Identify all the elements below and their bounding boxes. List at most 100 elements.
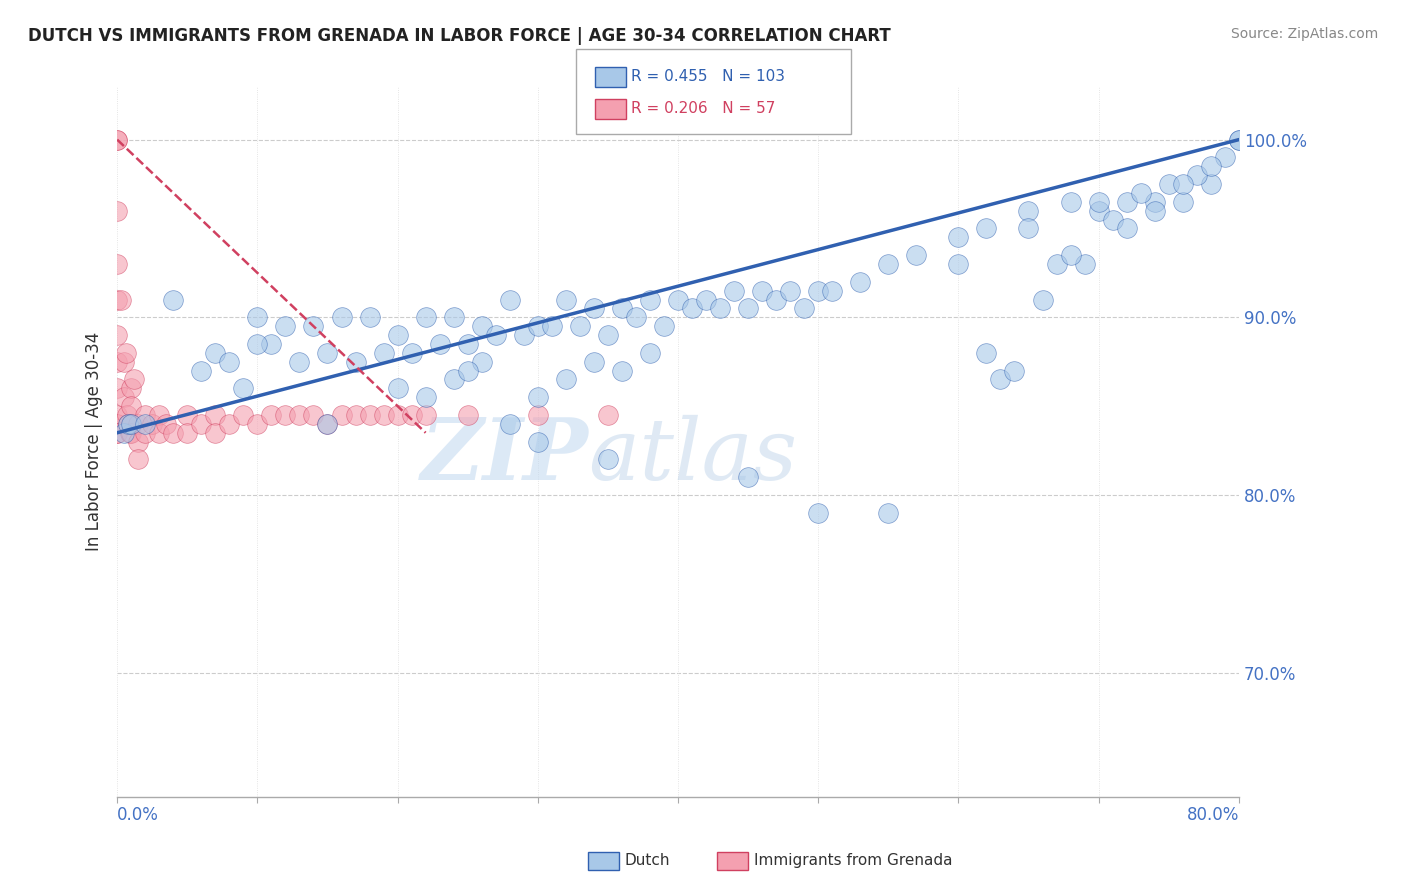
Point: [316, 417, 339, 431]
Point: [246, 417, 269, 431]
Point: [162, 425, 184, 440]
Point: [218, 354, 240, 368]
Point: [127, 417, 149, 431]
Y-axis label: In Labor Force | Age 30-34: In Labor Force | Age 30-34: [86, 332, 103, 551]
Point: [737, 301, 759, 316]
Point: [148, 408, 170, 422]
Point: [1059, 194, 1081, 209]
Point: [122, 372, 145, 386]
Point: [162, 293, 184, 307]
Text: Dutch: Dutch: [624, 854, 669, 868]
Point: [1129, 186, 1152, 200]
Point: [302, 408, 325, 422]
Point: [387, 328, 409, 343]
Point: [1227, 133, 1250, 147]
Point: [141, 417, 163, 431]
Point: [105, 417, 128, 431]
Point: [540, 319, 562, 334]
Point: [1185, 168, 1208, 182]
Point: [429, 337, 451, 351]
Point: [582, 301, 605, 316]
Point: [1059, 248, 1081, 262]
Point: [344, 408, 367, 422]
Point: [105, 408, 128, 422]
Point: [127, 434, 149, 449]
Point: [1171, 194, 1194, 209]
Point: [1143, 203, 1166, 218]
Point: [105, 328, 128, 343]
Point: [344, 354, 367, 368]
Point: [105, 354, 128, 368]
Point: [176, 408, 198, 422]
Point: [1004, 363, 1026, 377]
Point: [751, 284, 773, 298]
Point: [117, 417, 139, 431]
Text: R = 0.455   N = 103: R = 0.455 N = 103: [631, 70, 786, 84]
Point: [260, 408, 283, 422]
Point: [1045, 257, 1067, 271]
Point: [638, 293, 661, 307]
Point: [373, 408, 395, 422]
Point: [204, 408, 226, 422]
Point: [485, 328, 508, 343]
Point: [695, 293, 717, 307]
Point: [246, 310, 269, 325]
Point: [105, 203, 128, 218]
Point: [105, 425, 128, 440]
Point: [1157, 177, 1180, 191]
Point: [105, 133, 128, 147]
Point: [1199, 159, 1222, 173]
Point: [415, 408, 437, 422]
Point: [118, 425, 141, 440]
Point: [877, 257, 900, 271]
Point: [948, 257, 970, 271]
Point: [1017, 221, 1039, 235]
Point: [401, 408, 423, 422]
Point: [443, 372, 465, 386]
Point: [330, 408, 353, 422]
Point: [176, 425, 198, 440]
Text: 0.0%: 0.0%: [117, 805, 159, 824]
Point: [246, 337, 269, 351]
Point: [260, 337, 283, 351]
Point: [1199, 177, 1222, 191]
Point: [681, 301, 703, 316]
Point: [115, 408, 138, 422]
Point: [148, 425, 170, 440]
Point: [877, 506, 900, 520]
Point: [779, 284, 801, 298]
Point: [1115, 221, 1137, 235]
Point: [105, 425, 128, 440]
Point: [330, 310, 353, 325]
Point: [513, 328, 536, 343]
Point: [120, 381, 142, 395]
Point: [568, 319, 591, 334]
Point: [110, 293, 132, 307]
Point: [990, 372, 1012, 386]
Point: [821, 284, 844, 298]
Point: [218, 417, 240, 431]
Point: [359, 310, 381, 325]
Point: [582, 354, 605, 368]
Point: [387, 381, 409, 395]
Point: [274, 319, 297, 334]
Point: [526, 319, 548, 334]
Point: [976, 346, 998, 360]
Point: [471, 354, 494, 368]
Point: [190, 417, 212, 431]
Point: [596, 452, 619, 467]
Point: [112, 390, 135, 404]
Point: [666, 293, 689, 307]
Point: [134, 425, 156, 440]
Point: [373, 346, 395, 360]
Point: [554, 372, 576, 386]
Point: [316, 346, 339, 360]
Point: [134, 417, 156, 431]
Text: Source: ZipAtlas.com: Source: ZipAtlas.com: [1230, 27, 1378, 41]
Point: [610, 363, 633, 377]
Point: [624, 310, 647, 325]
Point: [204, 346, 226, 360]
Point: [117, 417, 139, 431]
Point: [120, 417, 142, 431]
Point: [127, 452, 149, 467]
